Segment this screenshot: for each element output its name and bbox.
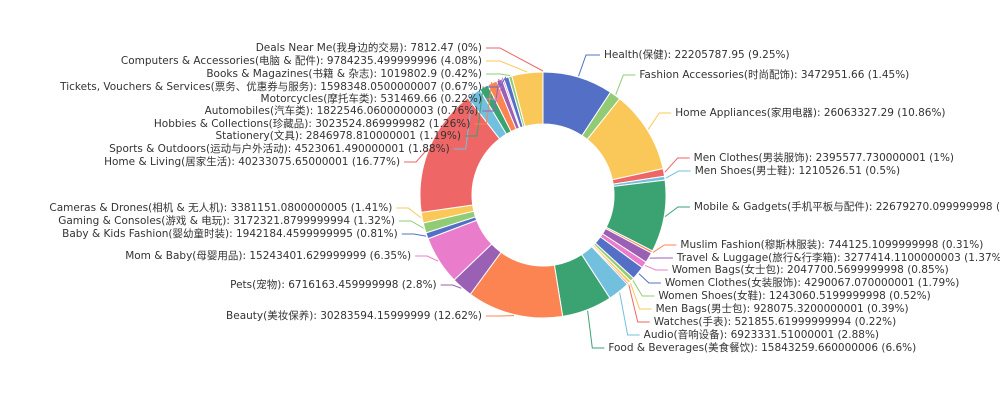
leader-line	[464, 86, 484, 137]
leader-line	[415, 255, 439, 262]
leader-line	[632, 280, 655, 297]
leader-line	[638, 273, 661, 284]
leader-line	[399, 220, 424, 229]
leader-line	[440, 284, 462, 289]
slice-label: Baby & Kids Fashion(婴幼童时装): 1942184.4599…	[62, 227, 398, 240]
leader-line	[396, 207, 422, 219]
slice-label: Home Appliances(家用电器): 26063327.29 (10.8…	[675, 106, 945, 119]
leader-line	[619, 292, 640, 336]
slice-label: Hobbies & Collections(珍藏品): 3023524.8699…	[154, 118, 470, 130]
leader-line	[664, 157, 690, 173]
slice-label: Stationery(文具): 2846978.810000001 (1.19%…	[215, 129, 461, 142]
leader-line	[628, 284, 650, 323]
slice-label: Mom & Baby(母婴用品): 15243401.629999999 (6.…	[125, 250, 411, 262]
slice-label: Muslim Fashion(穆斯林服装): 744125.1099999998…	[680, 238, 983, 251]
slice-label: Women Shoes(女鞋): 1243060.5199999998 (0.5…	[658, 289, 930, 302]
slice-label: Watches(手表): 521855.61999999994 (0.22%)	[654, 315, 896, 328]
leader-line	[404, 148, 429, 163]
slice-label: Sports & Outdoors(运动与户外活动): 4523061.4900…	[109, 142, 450, 155]
slice-label: Audio(音响设备): 6923331.51000001 (2.88%)	[644, 328, 879, 341]
slice-label: Men Bags(男士包): 928075.3200000001 (0.39%)	[656, 302, 909, 315]
slice-label: Mobile & Gadgets(手机平板与配件): 22679270.0999…	[694, 200, 1000, 213]
slice-label: Food & Beverages(美食餐饮): 15843259.6600000…	[608, 341, 916, 354]
leader-line	[652, 244, 677, 253]
slice-label: Beauty(美妆保养): 30283594.15999999 (12.62%)	[226, 309, 482, 322]
leader-line	[587, 310, 605, 349]
leader-line	[615, 74, 636, 95]
slice-label: Home & Living(居家生活): 40233075.65000001 (…	[104, 155, 400, 168]
leader-line	[453, 92, 474, 150]
slice-label: Cameras & Drones(相机 & 无人机): 3381151.0800…	[49, 201, 392, 214]
leader-line	[486, 76, 507, 88]
leader-line	[665, 170, 691, 179]
slice-label: Computers & Accessories(电脑 & 配件): 978423…	[121, 54, 482, 67]
slice-label: Motorcycles(摩托车类): 531469.66 (0.22%)	[261, 92, 482, 105]
leader-line	[629, 282, 652, 310]
leader-line	[486, 73, 511, 76]
leader-line	[647, 112, 672, 130]
slice-label: Women Clothes(女装服饰): 4290067.070000001 (…	[665, 276, 959, 289]
leader-line	[482, 78, 500, 112]
slice-label: Travel & Luggage(旅行&行李箱): 3277414.110000…	[676, 251, 1000, 264]
leader-line	[644, 264, 668, 271]
slice-label: Men Clothes(男装服饰): 2395577.730000001 (1%…	[694, 151, 954, 164]
slice-label: Automobiles(汽车类): 1822546.0600000003 (0.…	[205, 104, 479, 117]
slices-group	[419, 71, 667, 319]
leader-line	[664, 206, 690, 218]
slice-label: Gaming & Consoles(游戏 & 电玩): 3172321.8799…	[58, 214, 395, 227]
leader-line	[486, 47, 544, 72]
slice-label: Deals Near Me(我身边的交易): 7812.47 (0%)	[256, 41, 482, 54]
leader-line	[486, 60, 528, 73]
slice-label: Tickets, Vouchers & Services(票务、优惠券与服务):…	[59, 80, 482, 93]
slice-label: Books & Magazines(书籍 & 杂志): 1019802.9 (0…	[206, 67, 482, 80]
leader-line	[474, 82, 493, 125]
labels-group: Health(保健): 22205787.95 (9.25%) Fashion A…	[49, 41, 1000, 354]
slice-label: Fashion Accessories(时尚配饰): 3472951.66 (1…	[639, 68, 909, 81]
slice-label: Women Bags(女士包): 2047700.5699999998 (0.8…	[672, 263, 949, 276]
slice-label: Men Shoes(男士鞋): 1210526.51 (0.5%)	[695, 164, 900, 177]
leader-lines-group	[396, 47, 691, 349]
slice-label: Pets(宠物): 6716163.459999998 (2.8%)	[230, 278, 437, 291]
slice-label: Health(保健): 22205787.95 (9.25%)	[604, 48, 790, 61]
leader-line	[401, 233, 427, 237]
leader-line	[578, 54, 600, 77]
